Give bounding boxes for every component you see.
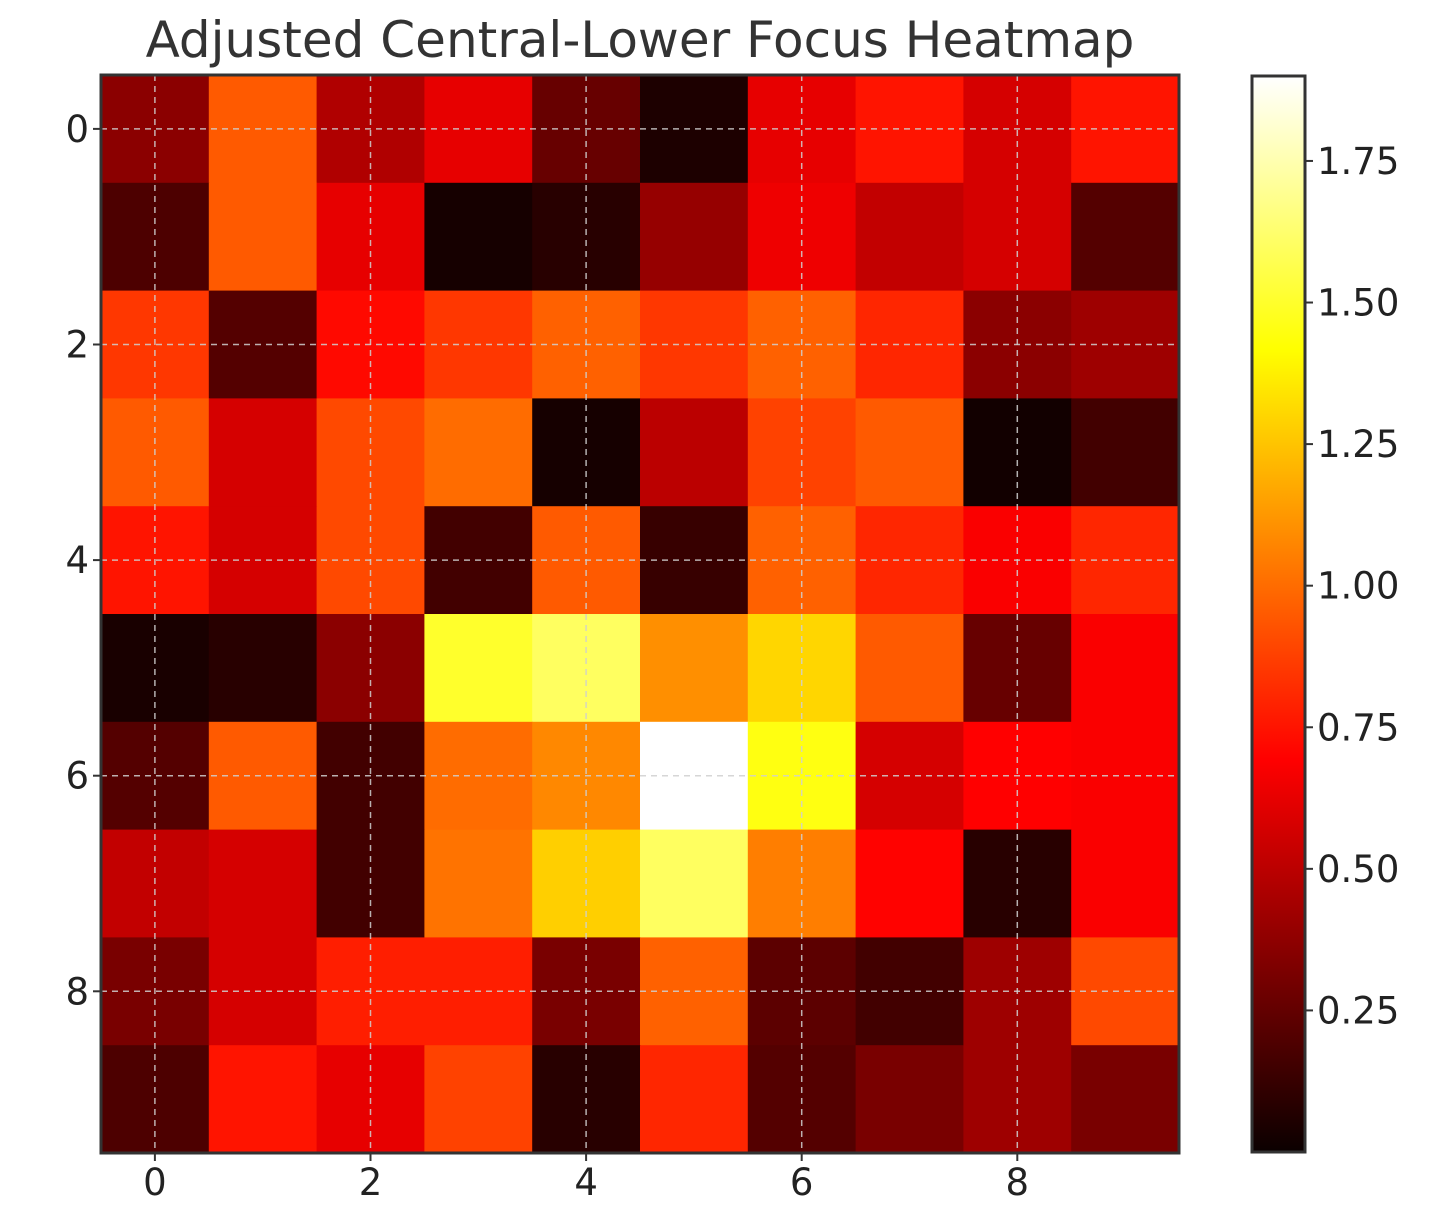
x-tick-label-6: 6 — [790, 1161, 814, 1204]
x-tick-label-0: 0 — [143, 1161, 167, 1204]
colorbar-tick-label-0: 0.25 — [1317, 989, 1399, 1032]
heatmap-cell-r9-c9 — [1071, 1045, 1180, 1154]
heatmap-cell-r3-c3 — [424, 398, 533, 507]
y-tick-label-2: 2 — [65, 324, 89, 367]
heatmap-cell-r3-c7 — [855, 398, 964, 507]
heatmap-cell-r3-c5 — [640, 398, 749, 507]
heatmap-cell-r7-c7 — [855, 829, 964, 938]
heatmap-cell-r1-c9 — [1071, 182, 1180, 292]
x-tick-label-2: 2 — [359, 1161, 383, 1204]
heatmap-cell-r9-c1 — [208, 1045, 318, 1154]
heatmap-cell-r9-c7 — [855, 1045, 964, 1154]
x-axis: 0 2 4 6 8 — [143, 1153, 1029, 1204]
y-tick-label-4: 4 — [65, 539, 89, 582]
y-tick-label-0: 0 — [65, 108, 89, 151]
colorbar-tick-label-1: 0.50 — [1317, 848, 1399, 891]
colorbar-tick-label-4: 1.25 — [1317, 423, 1399, 466]
heatmap-cell-r3-c9 — [1071, 398, 1180, 507]
heatmap-cell-r1-c3 — [424, 182, 533, 292]
colorbar-tick-label-3: 1.00 — [1317, 565, 1399, 608]
colorbar-frame — [1250, 74, 1307, 1154]
heatmap-cell-r7-c5 — [640, 829, 749, 938]
heatmap-cell-r5-c3 — [424, 614, 533, 723]
heatmap-cell-r7-c1 — [208, 829, 318, 938]
plot-frame — [99, 73, 1181, 1155]
grid-lines — [101, 75, 1179, 1153]
heatmap-cell-r3-c1 — [208, 398, 318, 507]
colorbar-axis: 0.25 0.50 0.75 1.00 1.25 1.50 1.75 — [1305, 140, 1399, 1032]
heatmap-cell-r7-c9 — [1071, 829, 1180, 938]
heatmap-cell-r5-c5 — [640, 614, 749, 723]
heatmap-cell-r1-c7 — [855, 182, 964, 292]
heatmap-cell-r1-c1 — [208, 182, 318, 292]
heatmap-cell-r5-c1 — [208, 614, 318, 723]
heatmap-cell-r9-c5 — [640, 1045, 749, 1154]
colorbar-tick-label-6: 1.75 — [1317, 140, 1399, 183]
x-tick-label-4: 4 — [574, 1161, 598, 1204]
y-axis: 0 2 4 6 8 — [65, 108, 101, 1013]
y-tick-label-6: 6 — [65, 755, 89, 798]
heatmap-cell-r7-c3 — [424, 829, 533, 938]
colorbar-tick-label-2: 0.75 — [1317, 706, 1399, 749]
colorbar-tick-label-5: 1.50 — [1317, 282, 1399, 325]
heatmap-cell-r5-c7 — [855, 614, 964, 723]
colorbar-gradient — [1252, 76, 1305, 1152]
heatmap-cell-r9-c3 — [424, 1045, 533, 1154]
y-tick-label-8: 8 — [65, 970, 89, 1013]
heatmap-cell-r1-c5 — [640, 182, 749, 292]
chart-title: Adjusted Central-Lower Focus Heatmap — [146, 11, 1135, 69]
x-tick-label-8: 8 — [1006, 1161, 1030, 1204]
heatmap-cell-r5-c9 — [1071, 614, 1180, 723]
